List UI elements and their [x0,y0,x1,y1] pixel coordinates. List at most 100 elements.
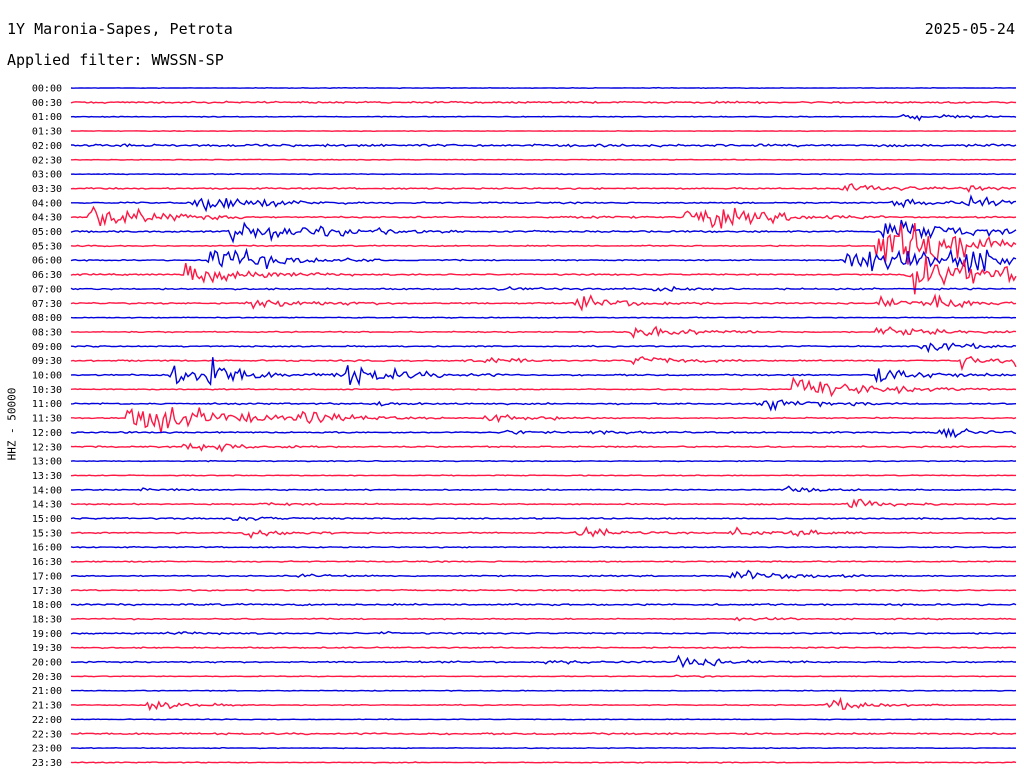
time-tick-label: 22:30 [32,729,62,740]
time-tick-label: 00:00 [32,84,62,95]
time-tick-label: 04:00 [32,198,62,209]
trace-line [70,205,1017,229]
time-tick-label: 07:30 [32,299,62,310]
time-tick-label: 13:00 [32,457,62,468]
trace-line [70,256,1017,295]
trace-line [70,526,1016,539]
time-tick-label: 12:30 [32,442,62,453]
trace-line [70,442,1017,453]
time-tick-label: 16:30 [32,557,62,568]
trace-line [70,689,1017,692]
trace-line [70,560,1016,564]
trace-line [70,646,1017,650]
trace-line [70,376,1017,398]
trace-line [71,129,1017,133]
trace-line [70,342,1017,354]
time-tick-label: 18:00 [32,600,62,611]
trace-line [70,219,1017,244]
trace-line [70,516,1016,522]
trace-line [70,86,1017,90]
station-title: 1Y Maronia-Sapes, Petrota [7,20,233,38]
trace-line [71,158,1016,161]
time-tick-label: 00:30 [32,98,62,109]
time-tick-label: 23:00 [32,744,62,755]
time-tick-label: 18:30 [32,614,62,625]
time-tick-label: 22:00 [32,715,62,726]
trace-line [70,172,1017,176]
time-tick-label: 04:30 [32,213,62,224]
trace-line [70,357,1017,387]
trace-line [70,569,1017,580]
trace-line [70,355,1017,372]
time-tick-label: 03:30 [32,184,62,195]
trace-line [70,222,1017,265]
time-tick-label: 10:00 [32,371,62,382]
trace-line [70,100,1017,105]
trace-line [70,247,1017,274]
time-tick-label: 20:00 [32,658,62,669]
time-tick-label: 19:30 [32,643,62,654]
trace-line [70,761,1017,764]
trace-line [70,732,1017,736]
trace-line [70,399,1017,412]
time-tick-label: 21:30 [32,701,62,712]
time-tick-label: 12:00 [32,428,62,439]
time-tick-label: 14:00 [32,485,62,496]
time-tick-label: 02:30 [32,155,62,166]
time-tick-label: 08:30 [32,327,62,338]
time-tick-label: 05:00 [32,227,62,238]
time-tick-label: 03:00 [32,170,62,181]
time-tick-label: 11:00 [32,399,62,410]
time-tick-label: 06:00 [32,256,62,267]
trace-line [70,746,1017,750]
trace-line [70,459,1017,463]
time-tick-label: 16:00 [32,543,62,554]
trace-line [71,718,1017,721]
time-tick-label: 05:30 [32,241,62,252]
time-tick-label: 09:00 [32,342,62,353]
trace-line [70,293,1017,312]
time-tick-label: 06:30 [32,270,62,281]
time-tick-label: 10:30 [32,385,62,396]
trace-line [70,325,1017,339]
trace-line [70,474,1016,477]
time-tick-label: 19:00 [32,629,62,640]
trace-line [70,674,1017,679]
trace-line [71,407,1017,433]
time-tick-label: 11:30 [32,414,62,425]
trace-line [70,427,1017,439]
trace-line [70,285,1017,292]
time-tick-label: 17:30 [32,586,62,597]
trace-line [70,630,1017,636]
filter-label: Applied filter: WWSSN-SP [7,51,224,69]
time-tick-label: 15:00 [32,514,62,525]
trace-line [70,588,1017,592]
trace-line [70,545,1017,549]
trace-line [70,654,1017,669]
trace-line [70,602,1017,607]
time-tick-label: 01:00 [32,112,62,123]
trace-line [70,696,1016,712]
time-tick-label: 01:30 [32,127,62,138]
time-tick-label: 17:00 [32,571,62,582]
time-tick-label: 09:30 [32,356,62,367]
time-tick-label: 07:00 [32,284,62,295]
time-tick-label: 14:30 [32,500,62,511]
trace-line [71,143,1017,148]
time-tick-label: 02:00 [32,141,62,152]
trace-line [70,616,1017,622]
time-tick-label: 20:30 [32,672,62,683]
time-tick-label: 08:00 [32,313,62,324]
trace-line [70,113,1017,122]
time-tick-label: 15:30 [32,528,62,539]
trace-line [70,182,1017,193]
time-tick-label: 13:30 [32,471,62,482]
time-tick-label: 23:30 [32,758,62,769]
date-label: 2025-05-24 [924,20,1015,38]
time-tick-label: 21:00 [32,686,62,697]
trace-line [71,194,1017,213]
trace-line [70,498,1017,509]
trace-line [71,485,1017,493]
trace-line [70,316,1017,319]
